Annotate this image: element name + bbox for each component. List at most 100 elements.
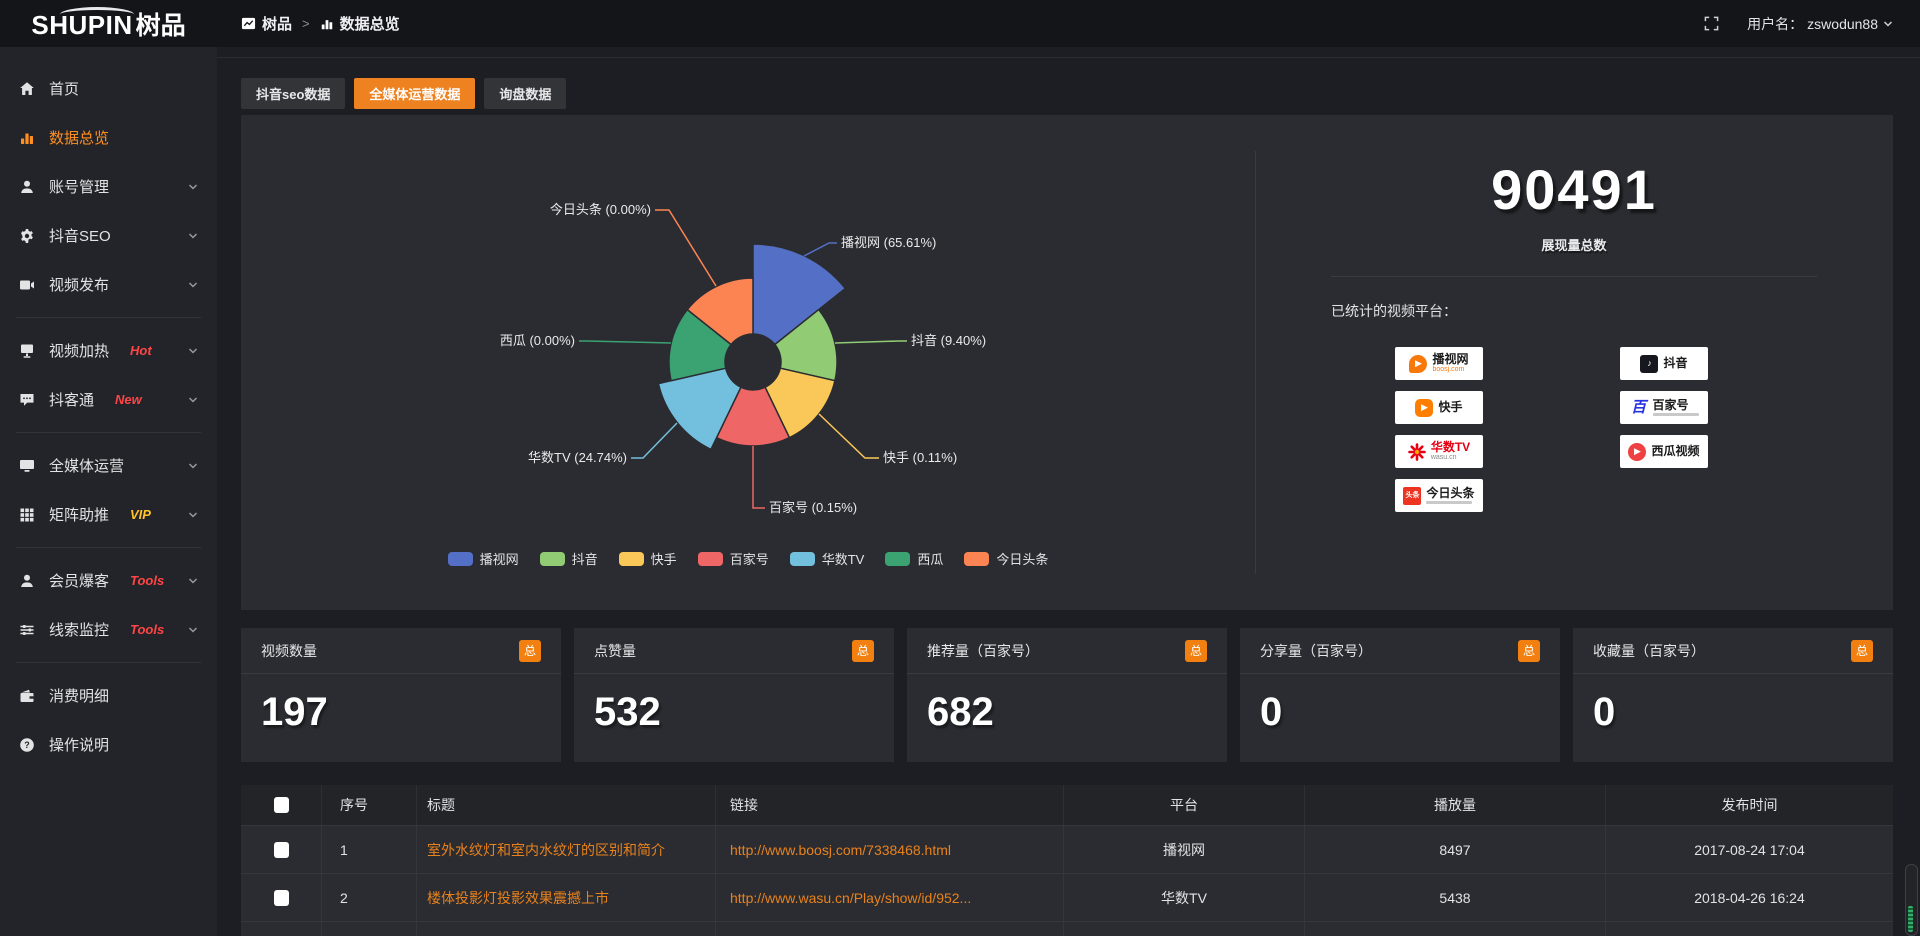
row-checkbox[interactable] [273,841,289,858]
select-all-checkbox[interactable] [273,797,289,813]
sidebar-item-3[interactable]: 抖音SEO [0,211,217,260]
app-logo: SHUPIN 树品 [0,6,217,42]
legend-item-1[interactable]: 抖音 [539,549,598,568]
sidebar-item-6[interactable]: 抖客通 New [0,375,217,424]
tab-bar: 抖音seo数据 全媒体运营数据 询盘数据 [241,78,567,109]
legend-label: 快手 [650,552,677,567]
legend-item-5[interactable]: 西瓜 [885,549,943,568]
scrollbar-thumb[interactable] [1908,906,1913,932]
platform-text: 百家号 [1652,397,1699,417]
header-checkbox-cell [241,785,322,825]
sidebar-item-label: 视频加热 [49,343,110,360]
tab-1[interactable]: 全媒体运营数据 [354,78,476,109]
cell-link[interactable]: http://www.wasu.cn/Play/show/id/952... [716,874,1064,921]
scrollbar[interactable] [1905,864,1918,936]
sidebar-item-0[interactable]: 首页 [0,64,217,113]
cell-title[interactable]: 室外水纹灯和室内水纹灯的区别和简介 [417,826,716,873]
sidebar-item-7[interactable]: 全媒体运营 [0,441,217,490]
chevron-down-icon [187,394,199,406]
partial-cell [1064,922,1305,936]
sidebar-item-1[interactable]: 数据总览 [0,113,217,162]
stat-value: 682 [927,690,994,734]
pie-slice-5[interactable] [668,308,733,382]
sliders-icon [18,622,36,638]
sidebar-item-10[interactable]: 线索监控 Tools [0,605,217,654]
breadcrumb-item-home[interactable]: 树品 [241,13,292,34]
pie-slice-1[interactable] [773,308,838,382]
cell-platform: 播视网 [1064,826,1305,873]
sidebar-item-8[interactable]: 矩阵助推 VIP [0,490,217,539]
sidebar-item-label: 首页 [49,81,80,98]
sidebar-item-label: 视频发布 [49,277,110,294]
pie-slice-4[interactable] [657,367,742,451]
pie-slice-2[interactable] [764,367,836,439]
cell-platform: 华数TV [1064,874,1305,921]
table-col-1: 标题 [417,785,716,825]
stat-card-3: 分享量（百家号） 总 0 [1240,628,1560,762]
platform-badge-kuaishou: ▶ 快手 [1395,391,1483,424]
sidebar-divider [16,432,201,433]
chevron-down-icon [187,624,199,636]
tab-2[interactable]: 询盘数据 [484,78,567,109]
sidebar-item-4[interactable]: 视频发布 [0,260,217,309]
kuaishou-logo: ▶ [1415,398,1434,417]
stat-card-1: 点赞量 总 532 [574,628,894,762]
cell-link[interactable]: http://www.boosj.com/7338468.html [716,826,1064,873]
partial-cell [322,922,417,936]
stat-card-header: 推荐量（百家号） 总 [907,628,1227,674]
tab-0[interactable]: 抖音seo数据 [241,78,346,109]
sidebar-item-2[interactable]: 账号管理 [0,162,217,211]
sidebar-divider [16,547,201,548]
table-row-partial [241,922,1893,936]
pie-label: 快手 (0.11%) [883,450,957,465]
stat-card-header: 点赞量 总 [574,628,894,674]
row-checkbox-cell [241,826,322,873]
main-content: 抖音seo数据 全媒体运营数据 询盘数据 播视网 (65.61%) 抖音 (9.40%… [217,47,1920,936]
breadcrumb: 树品 > 数据总览 [241,13,400,34]
row-checkbox-cell [241,874,322,921]
stat-total-badge: 总 [852,639,874,662]
cell-title[interactable]: 楼体投影灯投影效果震撼上市 [417,874,716,921]
monitor-icon [18,458,36,474]
chevron-down-icon [187,460,199,472]
legend-item-0[interactable]: 播视网 [447,549,519,568]
stat-value: 0 [1593,690,1616,734]
platform-text: 播视网 boosj.com [1432,353,1468,374]
stat-value: 0 [1260,690,1283,734]
sidebar-item-label: 会员爆客 [49,573,110,590]
stat-title: 推荐量（百家号） [927,642,1039,659]
chart-icon [320,17,334,31]
sidebar-item-12[interactable]: ? 操作说明 [0,720,217,769]
platform-name: 今日头条 [1426,485,1475,500]
platforms-title: 已统计的视频平台： [1331,303,1457,319]
platform-name: 西瓜视频 [1651,444,1700,459]
legend-item-6[interactable]: 今日头条 [964,549,1048,568]
sidebar-item-11[interactable]: 消费明细 [0,671,217,720]
row-checkbox[interactable] [273,889,289,906]
legend-swatch [964,551,990,566]
user-menu[interactable]: 用户名： zswodun88 [1747,14,1894,34]
pie-slice-3[interactable] [715,386,791,447]
pie-slice-6[interactable] [686,277,754,346]
platform-name: 百家号 [1652,397,1689,412]
sidebar-item-badge: VIP [130,507,151,522]
legend-item-3[interactable]: 百家号 [697,549,769,568]
platform-tagline [1426,501,1473,505]
fullscreen-icon[interactable] [1704,16,1719,31]
sidebar-item-9[interactable]: 会员爆客 Tools [0,556,217,605]
sidebar-item-5[interactable]: 视频加热 Hot [0,326,217,375]
table-col-3: 平台 [1064,785,1305,825]
stat-cards: 视频数量总 197 点赞量总 532 推荐量（百家号）总 682 分享量（百家号）总 0 收藏量… [241,628,1893,762]
legend-item-4[interactable]: 华数TV [789,549,864,568]
stat-total-badge: 总 [519,639,541,662]
legend-label: 播视网 [479,552,519,567]
sidebar-item-badge: Hot [130,343,152,358]
legend-label: 今日头条 [996,552,1049,567]
pie-slice-0[interactable] [752,243,847,346]
video-table: 序号 标题 链接 平台 播放量 发布时间 1 室外水纹灯和室内水纹灯的区别和简介 http://… [241,785,1893,936]
breadcrumb-item-current[interactable]: 数据总览 [320,13,400,34]
sidebar-item-badge: New [115,392,142,407]
pie-label: 百家号 (0.15%) [769,500,857,515]
username-label: 用户名： [1747,15,1804,32]
legend-item-2[interactable]: 快手 [618,549,677,568]
